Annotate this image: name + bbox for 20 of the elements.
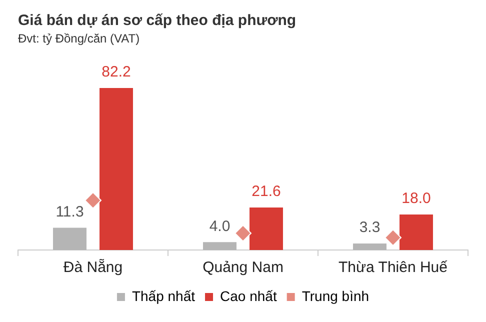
x-tick-label: Quảng Nam xyxy=(202,259,284,276)
bar xyxy=(53,228,86,250)
bar xyxy=(353,244,386,250)
legend-label: Thấp nhất xyxy=(132,288,196,304)
data-label: 18.0 xyxy=(402,190,431,208)
data-label: 21.6 xyxy=(252,183,281,200)
legend-label: Cao nhất xyxy=(220,288,277,304)
bar xyxy=(400,214,433,250)
data-label: 11.3 xyxy=(56,203,84,220)
x-tick-label: Thừa Thiên Huế xyxy=(338,259,448,276)
bar xyxy=(250,207,283,250)
chart-title: Giá bán dự án sơ cấp theo địa phương xyxy=(18,12,296,30)
x-tick-label: Đà Nẵng xyxy=(63,259,123,276)
data-label: 3.3 xyxy=(359,219,380,236)
bar xyxy=(203,242,236,250)
bar xyxy=(100,88,133,250)
data-label: 4.0 xyxy=(209,218,230,235)
legend-label: Trung bình xyxy=(302,288,370,304)
chart-subtitle: Đvt: tỷ Đồng/căn (VAT) xyxy=(18,32,140,46)
data-label: 82.2 xyxy=(102,64,131,81)
